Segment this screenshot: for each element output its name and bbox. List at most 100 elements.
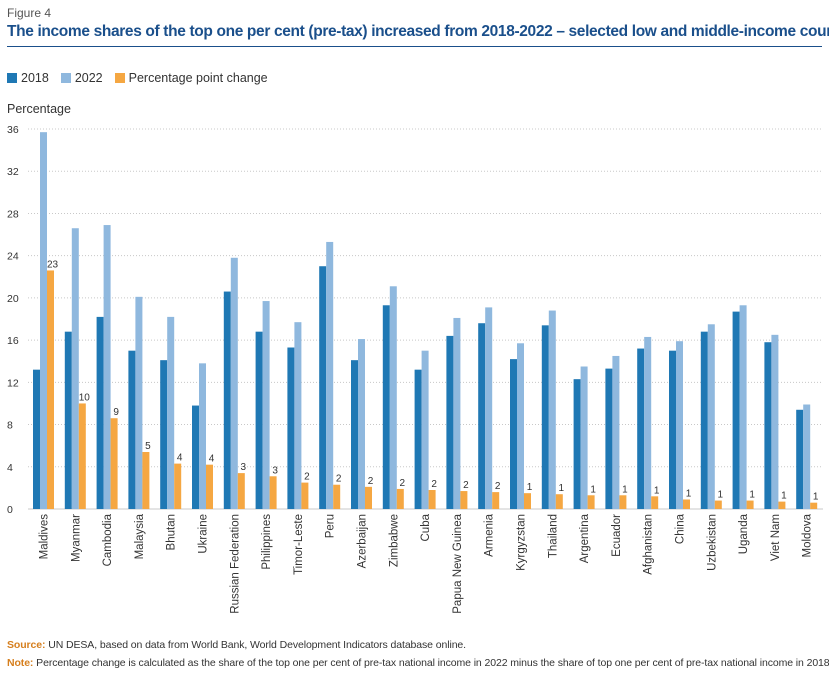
- y-tick-label-16: 16: [7, 335, 19, 347]
- data-label-malaysia: 5: [145, 441, 151, 452]
- data-label-viet-nam: 1: [781, 491, 787, 502]
- y-tick-label-36: 36: [7, 124, 19, 136]
- bar-uzbekistan-2018: [700, 331, 708, 509]
- data-label-argentina: 1: [590, 484, 596, 495]
- data-label-kyrgyzstan: 1: [527, 482, 533, 493]
- bar-zimbabwe-2018: [382, 305, 390, 509]
- x-category-label-uganda: Uganda: [738, 513, 750, 554]
- x-category-label-china: China: [675, 513, 687, 544]
- legend-swatch-2018: [7, 73, 17, 83]
- data-label-ecuador: 1: [622, 484, 628, 495]
- figure-label: Figure 4: [7, 6, 52, 20]
- x-category-label-moldova: Moldova: [802, 513, 814, 557]
- bar-cuba-change: [428, 490, 436, 509]
- data-label-peru: 2: [336, 474, 342, 485]
- source-text: UN DESA, based on data from World Bank, …: [48, 639, 466, 651]
- y-tick-label-24: 24: [7, 251, 19, 263]
- data-label-zimbabwe: 2: [400, 478, 406, 489]
- data-label-cuba: 2: [431, 479, 437, 490]
- x-category-label-cuba: Cuba: [420, 513, 432, 541]
- bar-argentina-2022: [580, 366, 588, 509]
- data-label-myanmar: 10: [79, 392, 91, 403]
- data-label-russian-federation: 3: [241, 462, 247, 473]
- bar-uganda-2018: [732, 311, 740, 509]
- x-category-label-armenia: Armenia: [484, 513, 496, 556]
- legend-swatch-change: [114, 73, 125, 83]
- bar-uganda-2022: [739, 305, 747, 509]
- bar-viet-nam-change: [778, 501, 786, 509]
- bar-ukraine-change: [206, 464, 213, 509]
- bar-azerbaijan-2018: [351, 360, 358, 509]
- bar-china-2022: [676, 341, 683, 509]
- y-tick-label-8: 8: [7, 420, 13, 432]
- x-category-label-azerbaijan: Azerbaijan: [357, 514, 369, 568]
- bar-kyrgyzstan-2022: [517, 343, 524, 509]
- y-tick-label-28: 28: [7, 208, 19, 220]
- bar-viet-nam-2018: [764, 342, 772, 509]
- x-category-label-viet-nam: Viet Nam: [770, 514, 782, 561]
- bar-china-change: [683, 499, 690, 509]
- bar-azerbaijan-2022: [358, 339, 365, 509]
- bar-uzbekistan-change: [714, 500, 722, 509]
- bar-maldives-2018: [33, 369, 40, 509]
- y-tick-label-32: 32: [7, 166, 19, 178]
- y-axis-title: Percentage: [7, 102, 71, 116]
- bar-peru-change: [333, 484, 341, 509]
- data-label-thailand: 1: [559, 483, 565, 494]
- data-label-papua-new-guinea: 2: [463, 480, 469, 491]
- legend-item-2022: 2022: [60, 71, 103, 85]
- data-label-maldives: 23: [47, 259, 59, 270]
- data-label-ukraine: 4: [209, 454, 215, 465]
- bar-malaysia-change: [142, 452, 150, 509]
- x-category-label-kyrgyzstan: Kyrgyzstan: [516, 514, 528, 571]
- bar-papua-new-guinea-2022: [453, 317, 461, 509]
- bar-moldova-2018: [796, 409, 804, 509]
- bar-bhutan-2018: [160, 360, 168, 509]
- bar-malaysia-2022: [135, 296, 143, 509]
- bar-timor-leste-change: [301, 482, 309, 509]
- bar-zimbabwe-change: [396, 488, 404, 509]
- x-category-label-afghanistan: Afghanistan: [643, 514, 655, 575]
- data-label-uganda: 1: [749, 490, 755, 501]
- bar-papua-new-guinea-change: [460, 491, 468, 509]
- x-category-label-peru: Peru: [325, 514, 337, 538]
- bar-bhutan-2022: [167, 316, 175, 509]
- x-category-label-zimbabwe: Zimbabwe: [388, 514, 400, 567]
- x-category-label-maldives: Maldives: [39, 514, 51, 560]
- data-label-timor-leste: 2: [304, 472, 310, 483]
- x-category-label-ecuador: Ecuador: [611, 514, 623, 557]
- bar-cambodia-2018: [96, 316, 104, 509]
- note-line: Note: Percentage change is calculated as…: [7, 657, 829, 669]
- bar-armenia-change: [492, 492, 500, 509]
- bar-philippines-change: [269, 476, 277, 509]
- bar-kyrgyzstan-change: [524, 493, 531, 509]
- data-label-moldova: 1: [813, 492, 819, 503]
- x-category-label-cambodia: Cambodia: [102, 513, 114, 566]
- bar-uzbekistan-2022: [707, 324, 715, 509]
- bar-timor-leste-2018: [287, 347, 295, 509]
- legend-item-2018: 2018: [7, 71, 49, 85]
- x-category-label-myanmar: Myanmar: [70, 514, 82, 562]
- bar-armenia-2018: [478, 323, 486, 509]
- data-label-china: 1: [686, 489, 692, 500]
- bar-ukraine-2022: [199, 363, 206, 509]
- bar-kyrgyzstan-2018: [510, 359, 517, 509]
- y-tick-label-4: 4: [7, 462, 13, 474]
- x-category-label-malaysia: Malaysia: [134, 513, 146, 559]
- data-label-uzbekistan: 1: [718, 490, 724, 501]
- bar-thailand-2022: [548, 310, 556, 509]
- data-label-philippines: 3: [272, 465, 278, 476]
- bar-thailand-change: [555, 494, 563, 509]
- bar-papua-new-guinea-2018: [446, 335, 454, 509]
- data-label-cambodia: 9: [113, 407, 119, 418]
- legend-label-2022: 2022: [74, 71, 103, 85]
- bar-russian-federation-change: [237, 473, 245, 509]
- legend-label-2018: 2018: [21, 71, 49, 85]
- legend-swatch-2022: [60, 73, 71, 83]
- bar-malaysia-2018: [128, 350, 136, 509]
- bar-afghanistan-2018: [637, 348, 645, 509]
- bar-argentina-2018: [573, 379, 581, 509]
- y-tick-label-0: 0: [7, 504, 13, 516]
- bar-myanmar-change: [78, 403, 86, 509]
- bar-china-2018: [669, 350, 676, 509]
